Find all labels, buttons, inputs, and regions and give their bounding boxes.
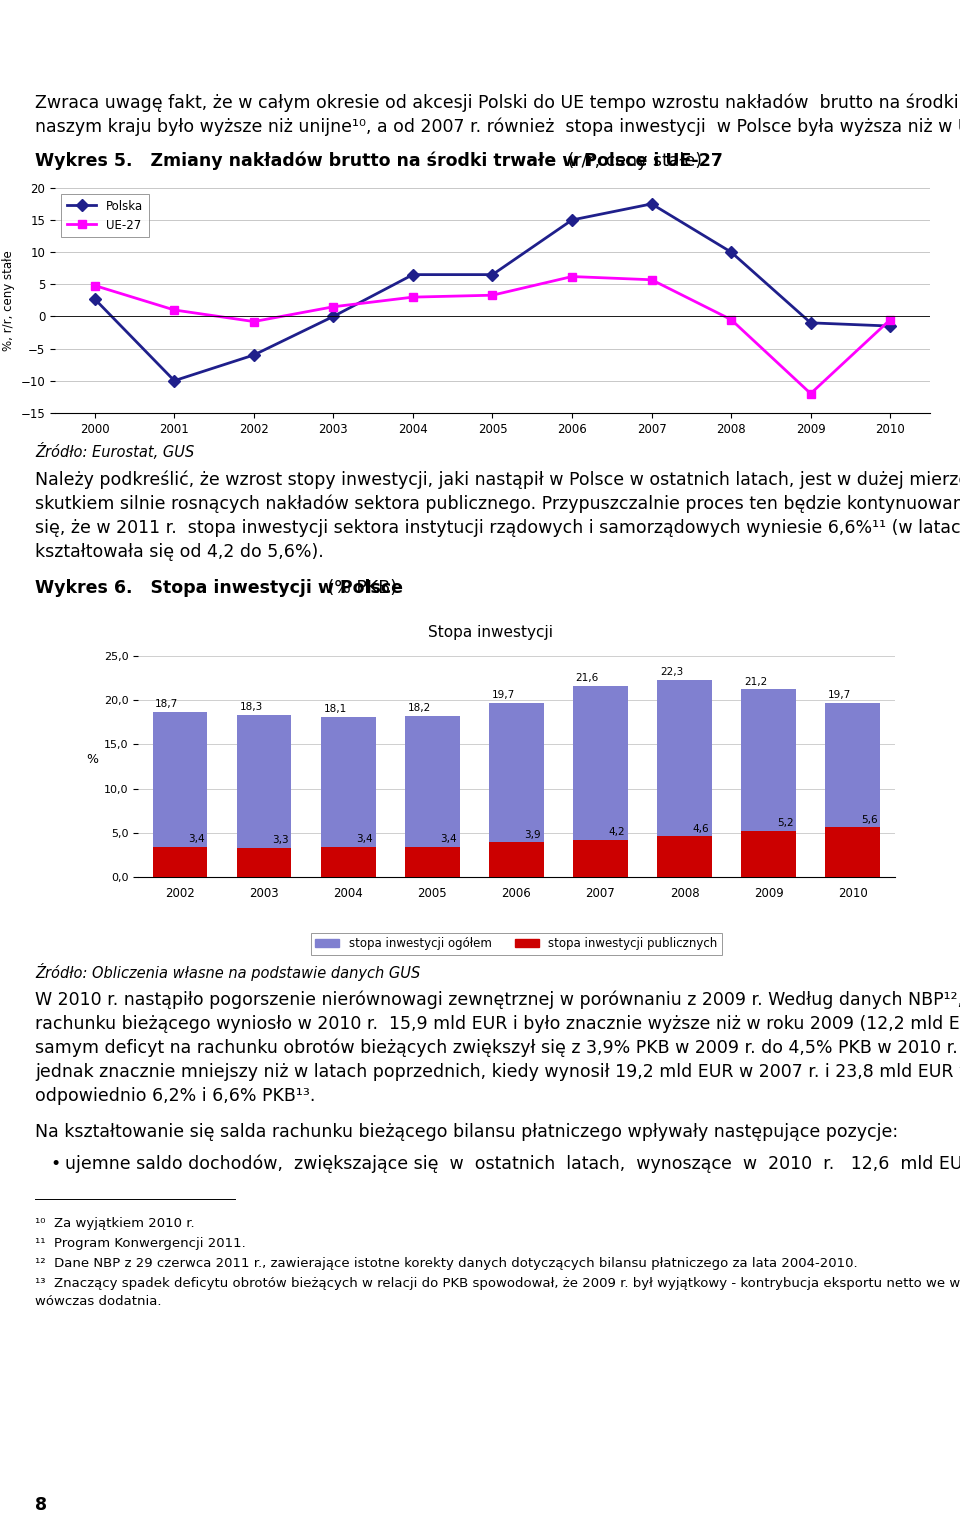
Polska (327, 307, 339, 326)
Text: 3,4: 3,4 (441, 835, 457, 844)
Bar (741, 830, 796, 878)
Text: ¹⁰  Za wyjątkiem 2010 r.: ¹⁰ Za wyjątkiem 2010 r. (35, 1217, 195, 1229)
UE-27 (327, 298, 339, 317)
Text: ujemne saldo dochodów,  zwiększające się  w  ostatnich  latach,  wynoszące  w  2: ujemne saldo dochodów, zwiększające się … (65, 1154, 960, 1173)
Text: skutkiem silnie rosnących nakładów sektora publicznego. Przypuszczalnie proces t: skutkiem silnie rosnących nakładów sekto… (35, 495, 960, 514)
Bar (826, 703, 880, 878)
Text: 8: 8 (35, 1495, 47, 1514)
Text: kształtowała się od 4,2 do 5,6%).: kształtowała się od 4,2 do 5,6%). (35, 543, 324, 561)
Text: ¹²  Dane NBP z 29 czerwca 2011 r., zawierające istotne korekty danych dotyczącyc: ¹² Dane NBP z 29 czerwca 2011 r., zawier… (35, 1257, 857, 1271)
Polska (89, 291, 101, 309)
Text: rachunku bieżącego wyniosło w 2010 r.  15,9 mld EUR i było znacznie wyższe niż w: rachunku bieżącego wyniosło w 2010 r. 15… (35, 1015, 960, 1034)
Text: się, że w 2011 r.  stopa inwestycji sektora instytucji rządowych i samorządowych: się, że w 2011 r. stopa inwestycji sekto… (35, 518, 960, 537)
Polska (407, 266, 419, 284)
Bar (237, 847, 292, 878)
Polska (248, 346, 259, 364)
Legend: stopa inwestycji ogółem, stopa inwestycji publicznych: stopa inwestycji ogółem, stopa inwestycj… (311, 933, 722, 956)
UE-27 (646, 271, 658, 289)
Polska (646, 194, 658, 213)
UE-27 (487, 286, 498, 304)
UE-27 (884, 310, 896, 329)
Text: odpowiednio 6,2% i 6,6% PKB¹³.: odpowiednio 6,2% i 6,6% PKB¹³. (35, 1087, 316, 1105)
Text: (% PKB): (% PKB) (322, 579, 396, 596)
Text: 5,6: 5,6 (861, 815, 877, 824)
Polska (169, 372, 180, 390)
Text: 22,3: 22,3 (660, 667, 683, 677)
UE-27 (566, 268, 578, 286)
Text: ¹³  Znaczący spadek deficytu obrotów bieżących w relacji do PKB spowodował, że 2: ¹³ Znaczący spadek deficytu obrotów bież… (35, 1277, 960, 1290)
Bar (658, 836, 712, 878)
UE-27 (169, 301, 180, 320)
Text: RAPORT POLSKA 2011: RAPORT POLSKA 2011 (17, 24, 296, 44)
Text: 3,4: 3,4 (356, 835, 373, 844)
Polska (884, 317, 896, 335)
Text: Wykres 6.   Stopa inwestycji w Polsce: Wykres 6. Stopa inwestycji w Polsce (35, 579, 403, 596)
Legend: Polska, UE-27: Polska, UE-27 (60, 194, 149, 237)
Y-axis label: %, r/r, ceny stałe: %, r/r, ceny stałe (2, 249, 15, 350)
Text: samym deficyt na rachunku obrotów bieżących zwiększył się z 3,9% PKB w 2009 r. d: samym deficyt na rachunku obrotów bieżąc… (35, 1038, 960, 1058)
Polska (726, 243, 737, 261)
Text: Zwraca uwagę fakt, że w całym okresie od akcesji Polski do UE tempo wzrostu nakł: Zwraca uwagę fakt, że w całym okresie od… (35, 93, 960, 112)
Text: jednak znacznie mniejszy niż w latach poprzednich, kiedy wynosił 19,2 mld EUR w : jednak znacznie mniejszy niż w latach po… (35, 1063, 960, 1081)
UE-27 (804, 384, 816, 402)
Y-axis label: %: % (86, 754, 99, 766)
Text: 18,7: 18,7 (156, 699, 179, 709)
Bar (153, 711, 207, 878)
Bar (237, 716, 292, 878)
Text: W 2010 r. nastąpiło pogorszenie nierównowagi zewnętrznej w porównaniu z 2009 r. : W 2010 r. nastąpiło pogorszenie nierówno… (35, 991, 960, 1009)
Polska (487, 266, 498, 284)
Polska (566, 211, 578, 229)
Bar (153, 847, 207, 878)
Text: 5,2: 5,2 (777, 818, 794, 829)
Bar (573, 839, 628, 878)
Text: Źródło: Obliczenia własne na podstawie danych GUS: Źródło: Obliczenia własne na podstawie d… (35, 963, 420, 982)
Text: Źródło: Eurostat, GUS: Źródło: Eurostat, GUS (35, 443, 194, 460)
Text: 3,4: 3,4 (188, 835, 204, 844)
UE-27 (89, 277, 101, 295)
Bar (405, 847, 460, 878)
Bar (321, 847, 375, 878)
Text: 3,9: 3,9 (524, 830, 541, 839)
Bar (489, 842, 543, 878)
Text: 21,2: 21,2 (744, 677, 767, 687)
Text: 19,7: 19,7 (492, 690, 515, 700)
Text: (r/r, ceny stałe): (r/r, ceny stałe) (562, 151, 702, 170)
Line: UE-27: UE-27 (90, 272, 895, 398)
Text: Stopa inwestycji: Stopa inwestycji (427, 625, 553, 641)
Text: ¹¹  Program Konwergencji 2011.: ¹¹ Program Konwergencji 2011. (35, 1237, 246, 1251)
Text: Należy podkreślić, że wzrost stopy inwestycji, jaki nastąpił w Polsce w ostatnic: Należy podkreślić, że wzrost stopy inwes… (35, 471, 960, 489)
Bar (405, 716, 460, 878)
Bar (321, 717, 375, 878)
UE-27 (407, 287, 419, 306)
Text: 4,2: 4,2 (609, 827, 625, 838)
Text: naszym kraju było wyższe niż unijne¹⁰, a od 2007 r. również  stopa inwestycji  w: naszym kraju było wyższe niż unijne¹⁰, a… (35, 118, 960, 136)
Text: 21,6: 21,6 (576, 673, 599, 683)
Text: 18,2: 18,2 (407, 703, 431, 714)
Bar (489, 703, 543, 878)
UE-27 (726, 310, 737, 329)
Text: 3,3: 3,3 (273, 835, 289, 846)
Text: wówczas dodatnia.: wówczas dodatnia. (35, 1295, 161, 1307)
Text: 19,7: 19,7 (828, 690, 852, 700)
UE-27 (248, 312, 259, 330)
Text: 18,3: 18,3 (239, 702, 263, 713)
Text: •: • (50, 1154, 60, 1173)
Line: Polska: Polska (90, 200, 895, 385)
Bar (658, 680, 712, 878)
Bar (573, 687, 628, 878)
Bar (741, 690, 796, 878)
Text: Wykres 5.   Zmiany nakładów brutto na środki trwałe w Polsce i UE-27: Wykres 5. Zmiany nakładów brutto na środ… (35, 151, 723, 170)
FancyBboxPatch shape (41, 601, 939, 948)
Text: Na kształtowanie się salda rachunku bieżącego bilansu płatniczego wpływały nastę: Na kształtowanie się salda rachunku bież… (35, 1122, 899, 1141)
Bar (826, 827, 880, 878)
Text: 18,1: 18,1 (324, 705, 347, 714)
Polska (804, 313, 816, 332)
Text: 4,6: 4,6 (693, 824, 709, 833)
